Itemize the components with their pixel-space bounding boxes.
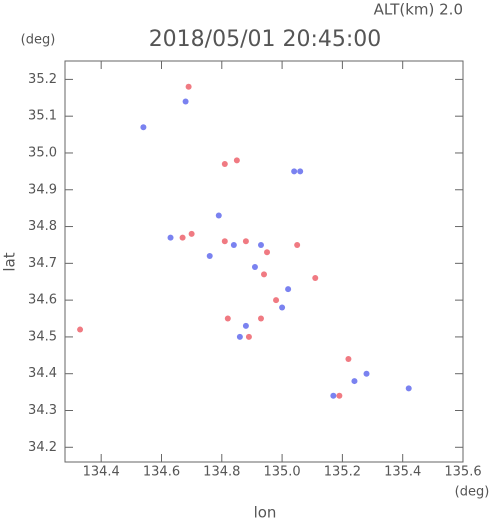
y-tick-label: 34.4 [28, 366, 57, 381]
point [257, 241, 264, 248]
point [363, 370, 370, 377]
x-tick-label: 135.0 [263, 465, 300, 480]
point [140, 124, 147, 131]
point [330, 392, 337, 399]
point [291, 168, 298, 175]
point [221, 238, 228, 245]
x-tick-label: 135.2 [324, 465, 361, 480]
x-tick-label: 134.4 [83, 465, 120, 480]
point [221, 161, 228, 168]
y-unit: (deg) [21, 33, 56, 48]
point [273, 297, 280, 304]
point [224, 315, 231, 322]
x-tick-label: 134.8 [203, 465, 240, 480]
point [77, 326, 84, 333]
y-tick-label: 34.6 [28, 293, 57, 308]
point [242, 238, 249, 245]
point [230, 241, 237, 248]
x-tick-label: 135.4 [384, 465, 421, 480]
y-tick-label: 35.0 [28, 145, 57, 160]
y-tick-label: 34.7 [28, 256, 57, 271]
point [297, 168, 304, 175]
point [185, 83, 192, 90]
x-unit: (deg) [455, 485, 490, 500]
point [285, 286, 292, 293]
y-tick-label: 34.3 [28, 403, 57, 418]
point [245, 333, 252, 340]
plot-frame [64, 60, 464, 463]
y-tick-label: 34.5 [28, 329, 57, 344]
point [236, 333, 243, 340]
x-axis-label: lon [254, 504, 277, 521]
point [182, 98, 189, 105]
y-tick-label: 35.1 [28, 109, 57, 124]
point [351, 378, 358, 385]
chart-subtitle: ALT(km) 2.0 [374, 1, 463, 19]
point [345, 355, 352, 362]
chart-title: 2018/05/01 20:45:00 [149, 27, 382, 52]
point [279, 304, 286, 311]
point [242, 322, 249, 329]
point [215, 212, 222, 219]
y-tick-label: 34.8 [28, 219, 57, 234]
point [261, 271, 267, 278]
point [188, 230, 195, 237]
y-tick-label: 35.2 [28, 72, 57, 87]
point [336, 392, 343, 399]
point [251, 264, 258, 271]
point [206, 252, 213, 259]
y-tick-label: 34.9 [28, 182, 57, 197]
point [257, 315, 264, 322]
point [312, 275, 319, 282]
point [294, 241, 301, 248]
point [264, 249, 271, 256]
point [167, 234, 174, 241]
point [405, 385, 412, 392]
x-tick-label: 135.6 [444, 465, 481, 480]
y-tick-label: 34.2 [28, 440, 57, 455]
point [179, 234, 186, 241]
x-tick-label: 134.6 [143, 465, 180, 480]
point [233, 157, 240, 164]
y-axis-label: lat [1, 252, 19, 271]
